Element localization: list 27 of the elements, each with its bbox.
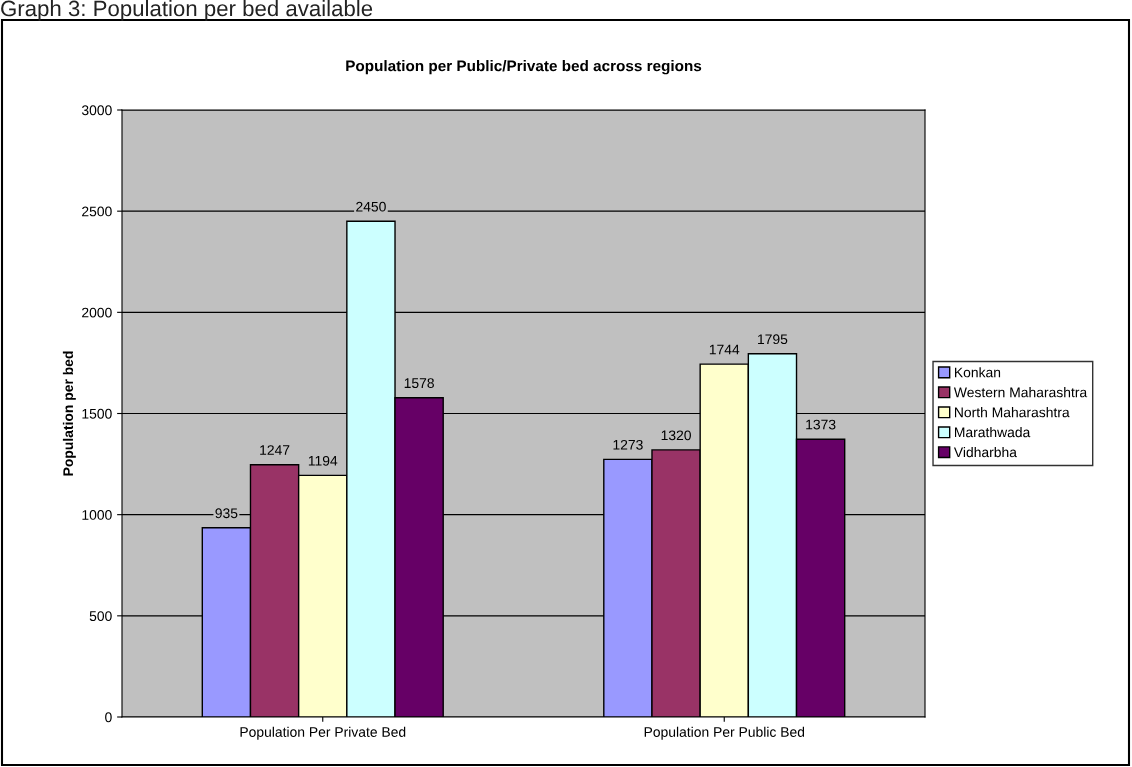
data-label: 2450 <box>356 201 386 212</box>
data-label: 1273 <box>613 439 643 450</box>
legend-label: Marathwada <box>955 427 1031 438</box>
data-label: 1247 <box>260 445 290 455</box>
chart-title: Population per Public/Private bed across regions <box>346 60 702 75</box>
legend-label: Konkan <box>955 367 1001 378</box>
data-label: 1744 <box>709 344 740 355</box>
data-label: 1578 <box>404 378 434 389</box>
caption: Graph 3: Population per bed available <box>1 0 373 21</box>
data-label: 1320 <box>661 430 691 441</box>
data-label: 1795 <box>758 334 788 345</box>
legend-label: North Maharashtra <box>955 407 1070 418</box>
data-label: 1373 <box>806 419 836 430</box>
legend-label: Vidharbha <box>953 446 1017 458</box>
legend-label: Western Maharashtra <box>953 387 1088 398</box>
x-tick-label: Population Per Public Bed <box>644 726 805 740</box>
y-tick-label: 2000 <box>82 307 112 318</box>
data-label: 935 <box>215 508 238 519</box>
data-label: 1194 <box>308 455 338 466</box>
y-axis-title: Population per bed <box>62 351 76 476</box>
y-tick-label: 2500 <box>82 206 112 217</box>
y-tick-label: 0 <box>105 712 112 723</box>
y-tick-label: 1000 <box>82 510 112 520</box>
x-tick-label: Population Per Private Bed <box>240 726 406 740</box>
y-tick-label: 1500 <box>82 408 112 419</box>
y-tick-label: 3000 <box>81 105 112 116</box>
y-tick-label: 500 <box>89 611 112 621</box>
